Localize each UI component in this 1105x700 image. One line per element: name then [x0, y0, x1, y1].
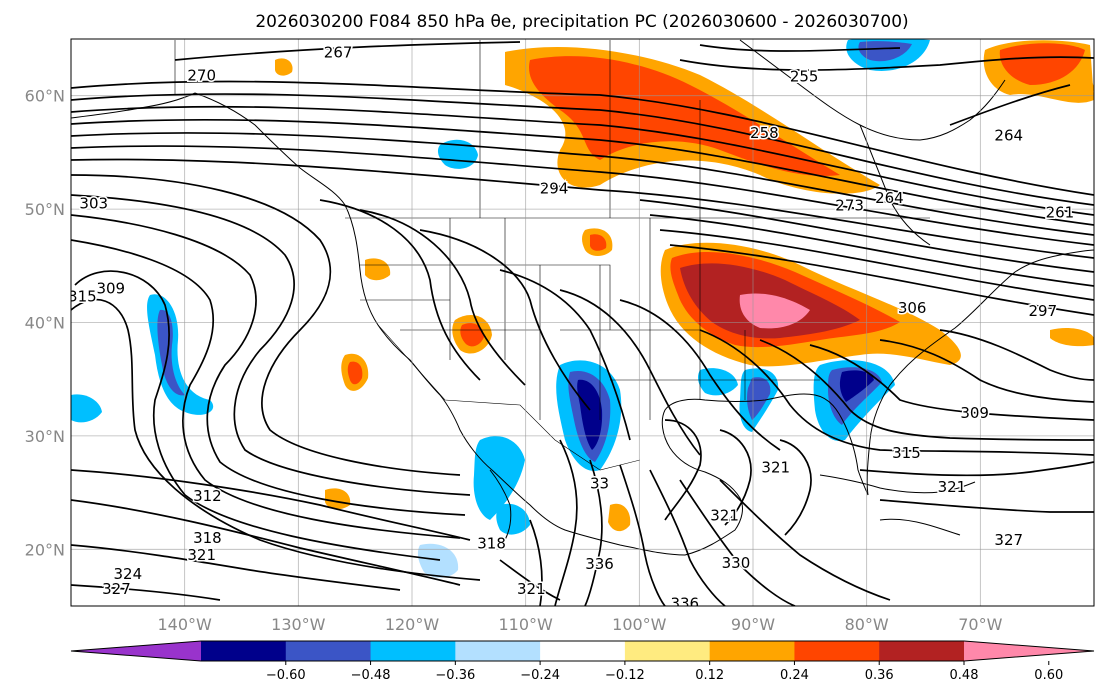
- colorbar-tick-label: −0.48: [351, 668, 391, 683]
- lat-tick-label: 20°N: [25, 540, 65, 559]
- colorbar-segment: [879, 641, 965, 661]
- contour-label: 321: [938, 478, 967, 496]
- contour-label: 261: [1046, 204, 1075, 222]
- colorbar: −0.60 −0.48 −0.36 −0.24 −0.12 0.12 0.24 0.36 0.4…: [70, 640, 1095, 683]
- colorbar-extend-max: [964, 641, 1094, 661]
- lon-tick-label: 130°W: [271, 615, 326, 634]
- theta-e-contours: [71, 41, 1094, 606]
- contour-label: 255: [790, 67, 819, 85]
- colorbar-segment: [370, 641, 456, 661]
- contour-label: 318: [477, 535, 506, 553]
- contour-label: 321: [517, 580, 546, 598]
- longitude-tick-labels: 140°W 130°W 120°W 110°W 100°W 90°W 80°W 70°W: [157, 615, 1002, 634]
- lat-tick-label: 60°N: [25, 87, 65, 106]
- contour-label: 327: [102, 580, 131, 598]
- contour-label: 309: [960, 404, 989, 422]
- lon-tick-label: 70°W: [958, 615, 1002, 634]
- colorbar-tick-label: −0.12: [605, 668, 645, 683]
- contour-label: 297: [1029, 302, 1058, 320]
- lat-tick-label: 30°N: [25, 427, 65, 446]
- borders: [174, 40, 930, 471]
- colorbar-tick-label: 0.12: [695, 668, 724, 683]
- contour-label: 267: [324, 44, 353, 62]
- lon-tick-label: 140°W: [157, 615, 212, 634]
- contour-label: 315: [68, 287, 97, 305]
- lon-tick-label: 100°W: [612, 615, 667, 634]
- contour-label: 336: [670, 595, 699, 613]
- colorbar-extend-min: [71, 641, 201, 661]
- contour-label: 312: [193, 487, 222, 505]
- colorbar-segment: [201, 641, 287, 661]
- colorbar-tick-label: −0.24: [520, 668, 560, 683]
- colorbar-tick-label: 0.60: [1034, 668, 1063, 683]
- contour-label: 273: [835, 197, 864, 215]
- coastlines: [71, 39, 1094, 556]
- lat-tick-label: 50°N: [25, 200, 65, 219]
- lon-tick-label: 80°W: [845, 615, 889, 634]
- contour-label: 318: [193, 529, 222, 547]
- contour-label: 33: [590, 475, 609, 493]
- colorbar-segment: [455, 641, 541, 661]
- lat-tick-label: 40°N: [25, 314, 65, 333]
- colorbar-segment: [794, 641, 880, 661]
- contour-label: 327: [994, 531, 1023, 549]
- contour-label: 321: [761, 459, 790, 477]
- contour-label: 306: [898, 299, 927, 317]
- contour-label: 294: [540, 180, 569, 198]
- contour-label: 321: [187, 546, 216, 564]
- contour-label: 336: [585, 555, 614, 573]
- colorbar-segment: [709, 641, 795, 661]
- contour-label: 258: [750, 124, 779, 142]
- precipitation-pc-shading: [71, 39, 1094, 578]
- colorbar-tick-label: −0.60: [266, 668, 306, 683]
- colorbar-segment: [624, 641, 711, 661]
- contour-label: 309: [96, 279, 125, 297]
- figure-title: 2026030200 F084 850 hPa θe, precipitatio…: [255, 12, 908, 32]
- contour-label: 264: [994, 126, 1023, 144]
- lon-tick-label: 90°W: [731, 615, 775, 634]
- colorbar-segment: [285, 641, 372, 661]
- colorbar-outline: [70, 640, 1095, 662]
- contour-label: 270: [187, 66, 216, 84]
- contour-label: 330: [722, 554, 751, 572]
- contour-label: 321: [710, 506, 739, 524]
- map-frame: [70, 38, 1095, 607]
- lon-tick-label: 110°W: [498, 615, 553, 634]
- contour-label: 303: [79, 194, 108, 212]
- colorbar-tick-label: −0.36: [435, 668, 475, 683]
- colorbar-tick-label: 0.48: [950, 668, 979, 683]
- colorbar-segment: [540, 641, 626, 661]
- contour-label: 315: [892, 444, 921, 462]
- lon-tick-label: 120°W: [385, 615, 440, 634]
- contour-label: 324: [114, 565, 143, 583]
- latitude-tick-labels: 20°N 30°N 40°N 50°N 60°N: [25, 87, 65, 560]
- contour-label: 264: [875, 189, 904, 207]
- colorbar-tick-label: 0.36: [865, 668, 894, 683]
- colorbar-tick-label: 0.24: [780, 668, 809, 683]
